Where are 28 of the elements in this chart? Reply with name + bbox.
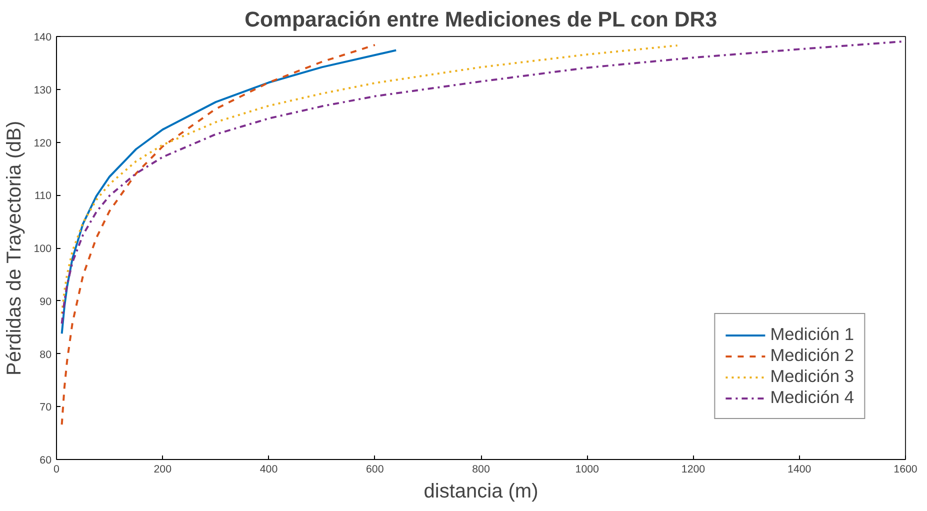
x-tick-label: 800 bbox=[472, 464, 490, 476]
legend-label: Medición 3 bbox=[770, 366, 854, 387]
x-tick-label: 600 bbox=[366, 464, 384, 476]
legend-label: Medición 1 bbox=[770, 324, 854, 345]
y-axis-title: Pérdidas de Trayectoria (dB) bbox=[4, 120, 26, 376]
x-tick-label: 1200 bbox=[681, 464, 706, 476]
x-tick-label: 200 bbox=[154, 464, 172, 476]
y-tick-label: 120 bbox=[34, 137, 52, 150]
y-tick-label: 70 bbox=[40, 402, 52, 414]
legend-label: Medición 4 bbox=[770, 387, 854, 408]
y-tick-label: 130 bbox=[34, 84, 52, 96]
x-axis-title: distancia (m) bbox=[424, 480, 538, 502]
y-tick-label: 110 bbox=[34, 190, 52, 202]
x-tick-label: 1000 bbox=[575, 464, 600, 476]
line-series bbox=[60, 44, 376, 426]
x-tick-label: 0 bbox=[54, 464, 60, 476]
line-series bbox=[60, 49, 398, 335]
y-tick-label: 100 bbox=[34, 243, 52, 255]
y-tick-label: 80 bbox=[40, 348, 52, 361]
x-tick-label: 1600 bbox=[894, 464, 918, 476]
y-tick-label: 90 bbox=[40, 296, 52, 308]
legend-label: Medición 2 bbox=[770, 345, 854, 366]
chart-title: Comparación entre Mediciones de PL con DR3 bbox=[244, 8, 718, 32]
line-series bbox=[60, 44, 678, 315]
x-tick-label: 400 bbox=[260, 464, 278, 476]
y-tick-label: 60 bbox=[40, 454, 52, 466]
y-tick-label: 140 bbox=[34, 32, 52, 44]
x-tick-label: 1400 bbox=[788, 464, 812, 476]
